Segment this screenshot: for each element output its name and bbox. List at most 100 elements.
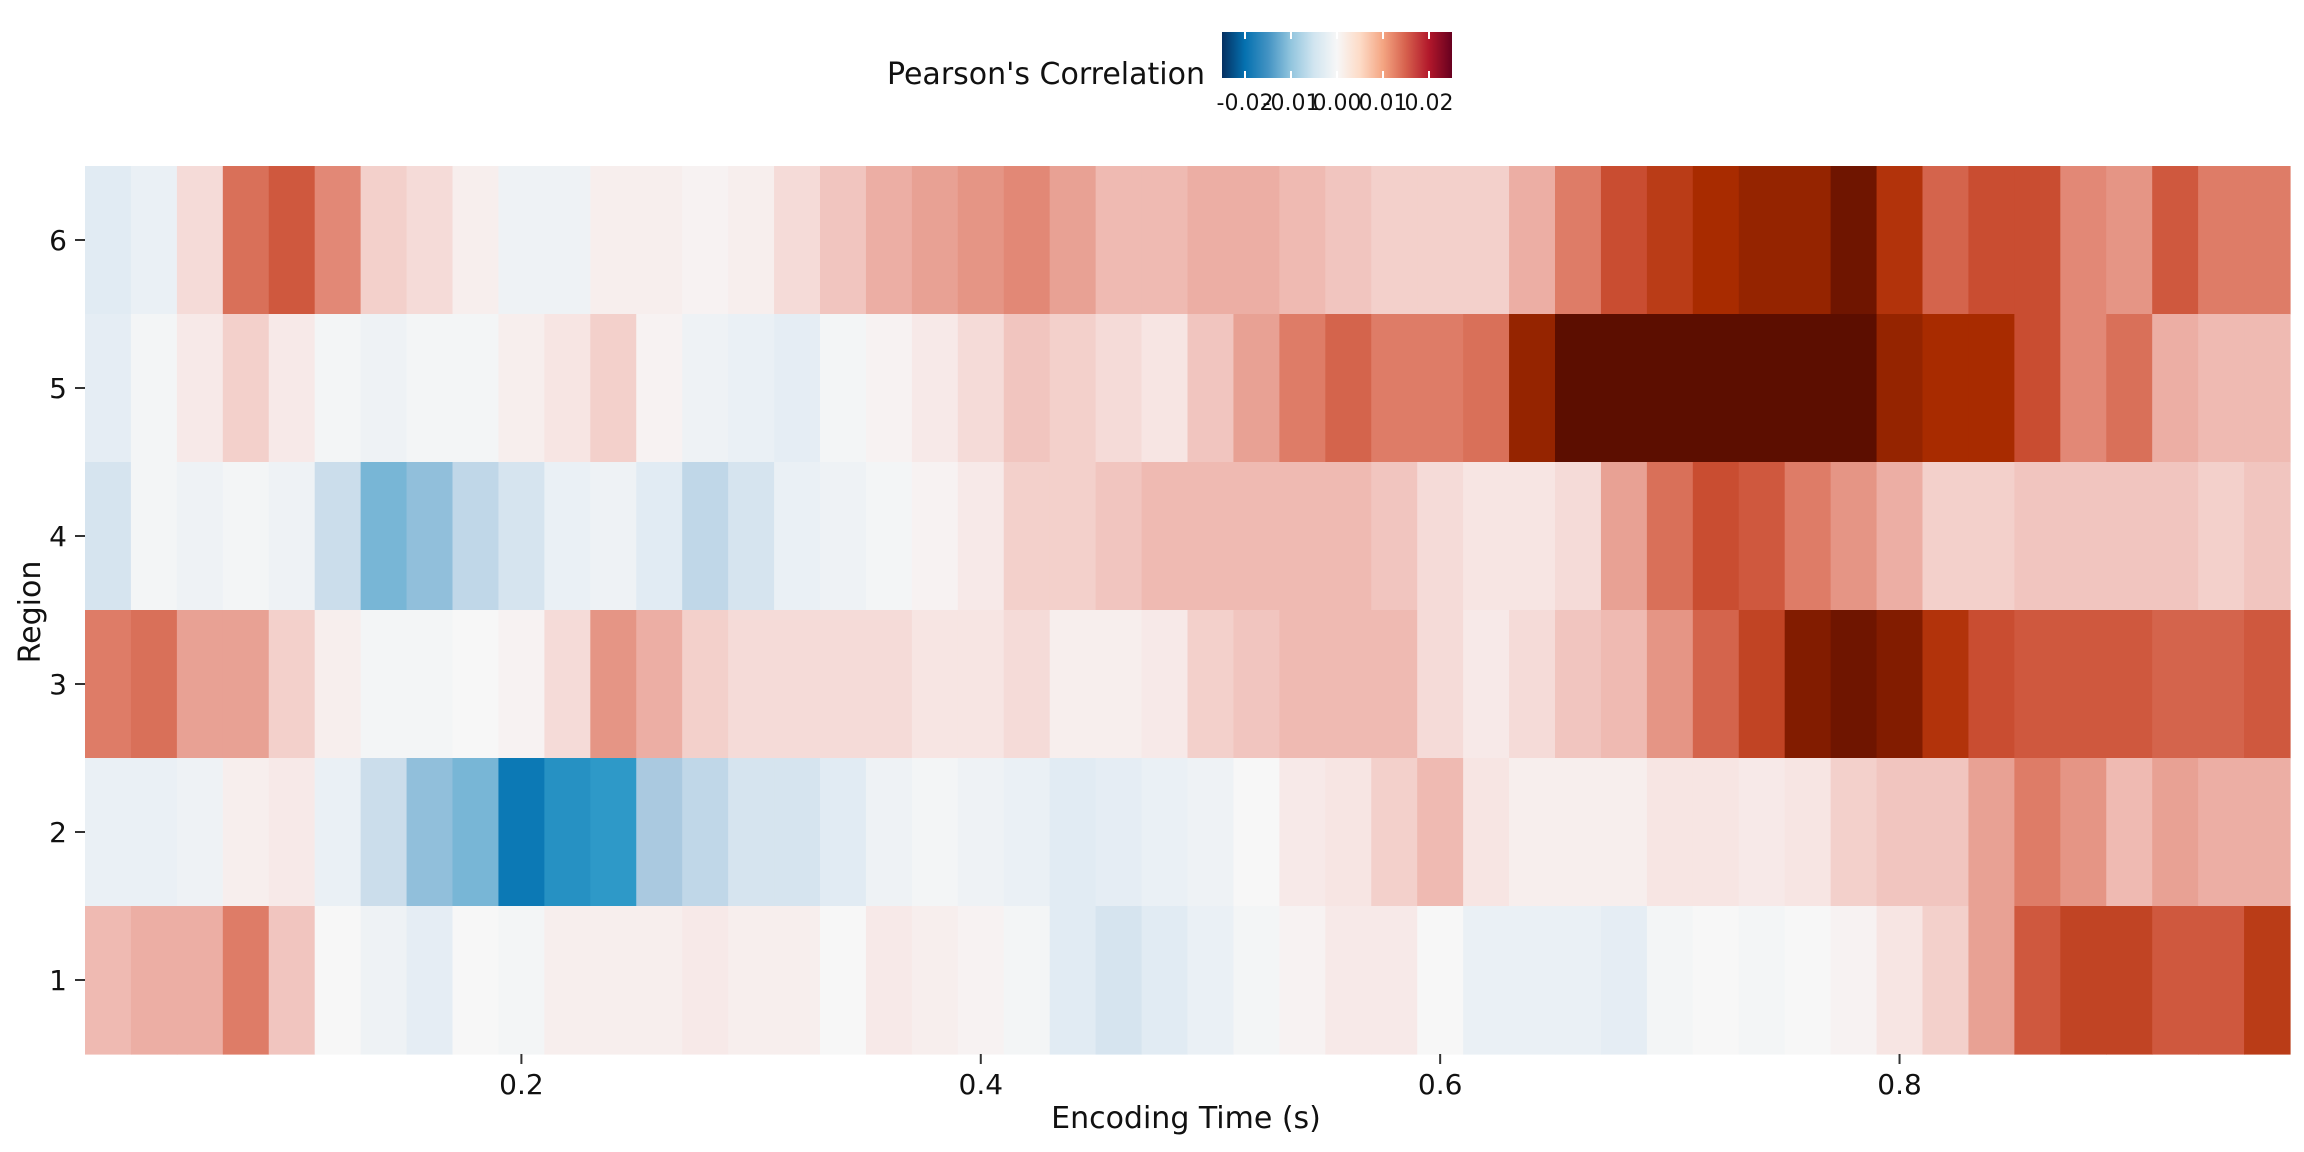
heatmap-cell-region-6-col-8: [406, 166, 454, 315]
heatmap-cell-region-1-col-38: [1784, 906, 1832, 1055]
heatmap-cell-region-6-col-26: [1233, 166, 1280, 315]
heatmap-cell-region-6-col-29: [1371, 166, 1418, 315]
heatmap-cell-region-6-col-32: [1509, 166, 1556, 315]
heatmap-cells: [85, 166, 2291, 1055]
heatmap-cell-region-2-col-29: [1371, 758, 1418, 907]
heatmap-cell-region-1-col-47: [2198, 906, 2245, 1055]
heatmap-cell-region-5-col-16: [774, 314, 821, 463]
heatmap-cell-region-3-col-29: [1371, 610, 1418, 759]
heatmap-cell-region-4-col-48: [2244, 462, 2291, 611]
heatmap-cell-region-1-col-20: [957, 906, 1005, 1055]
heatmap-cell-region-3-col-32: [1509, 610, 1556, 759]
heatmap-cell-region-5-col-5: [268, 314, 316, 463]
heatmap-cell-region-3-col-27: [1279, 610, 1326, 759]
heatmap-cell-region-5-col-1: [85, 314, 132, 463]
heatmap-cell-region-2-col-5: [268, 758, 316, 907]
heatmap-cell-region-5-col-25: [1187, 314, 1235, 463]
heatmap-cell-region-5-col-33: [1555, 314, 1602, 463]
heatmap-cell-region-5-col-28: [1325, 314, 1372, 463]
heatmap-cell-region-2-col-38: [1784, 758, 1832, 907]
heatmap-cell-region-5-col-20: [957, 314, 1005, 463]
heatmap-cell-region-4-col-21: [1003, 462, 1051, 611]
heatmap-cell-region-5-col-43: [2014, 314, 2061, 463]
heatmap-cell-region-4-col-6: [314, 462, 362, 611]
heatmap-cell-region-1-col-48: [2244, 906, 2291, 1055]
heatmap-cell-region-2-col-9: [452, 758, 500, 907]
heatmap-cell-region-5-col-4: [222, 314, 270, 463]
heatmap-cell-region-6-col-30: [1417, 166, 1464, 315]
heatmap-cell-region-5-col-21: [1003, 314, 1051, 463]
heatmap-cell-region-6-col-11: [544, 166, 591, 315]
heatmap-cell-region-3-col-33: [1555, 610, 1602, 759]
heatmap-cell-region-3-col-15: [728, 610, 775, 759]
heatmap-cell-region-2-col-28: [1325, 758, 1372, 907]
heatmap-cell-region-4-col-29: [1371, 462, 1418, 611]
heatmap-cell-region-5-col-31: [1463, 314, 1510, 463]
heatmap-cell-region-6-col-48: [2244, 166, 2291, 315]
heatmap-cell-region-6-col-2: [130, 166, 178, 315]
heatmap-cell-region-5-col-15: [728, 314, 775, 463]
heatmap-cell-region-2-col-18: [865, 758, 913, 907]
heatmap-cell-region-2-col-14: [682, 758, 729, 907]
heatmap-cell-region-4-col-43: [2014, 462, 2061, 611]
y-tick-label: 2: [49, 816, 67, 849]
heatmap-cell-region-4-col-39: [1830, 462, 1878, 611]
legend: Pearson's Correlation -0.02-0.010.000.01…: [887, 32, 1453, 116]
heatmap-cell-region-4-col-20: [957, 462, 1005, 611]
heatmap-cell-region-3-col-37: [1738, 610, 1786, 759]
heatmap-cell-region-1-col-27: [1279, 906, 1326, 1055]
heatmap-cell-region-1-col-10: [498, 906, 545, 1055]
legend-title: Pearson's Correlation: [887, 57, 1205, 92]
heatmap-cell-region-1-col-46: [2152, 906, 2199, 1055]
legend-tick-label: -0.02: [1217, 91, 1274, 116]
heatmap-cell-region-1-col-43: [2014, 906, 2061, 1055]
heatmap-cell-region-2-col-35: [1646, 758, 1694, 907]
heatmap-cell-region-3-col-38: [1784, 610, 1832, 759]
heatmap-cell-region-5-col-41: [1922, 314, 1970, 463]
heatmap-cell-region-6-col-19: [911, 166, 959, 315]
heatmap-cell-region-4-col-1: [85, 462, 132, 611]
heatmap-cell-region-2-col-2: [130, 758, 178, 907]
heatmap-cell-region-4-col-45: [2106, 462, 2153, 611]
heatmap-cell-region-2-col-23: [1095, 758, 1143, 907]
heatmap-cell-region-4-col-18: [865, 462, 913, 611]
heatmap-cell-region-4-col-22: [1049, 462, 1097, 611]
heatmap-cell-region-3-col-3: [176, 610, 224, 759]
heatmap-cell-region-4-col-31: [1463, 462, 1510, 611]
heatmap-cell-region-1-col-28: [1325, 906, 1372, 1055]
heatmap-cell-region-6-col-24: [1141, 166, 1189, 315]
heatmap-cell-region-4-col-2: [130, 462, 178, 611]
heatmap-cell-region-1-col-9: [452, 906, 500, 1055]
heatmap-cell-region-3-col-31: [1463, 610, 1510, 759]
heatmap-cell-region-2-col-25: [1187, 758, 1235, 907]
heatmap-cell-region-5-col-13: [636, 314, 683, 463]
heatmap-cell-region-5-col-12: [590, 314, 637, 463]
heatmap-cell-region-6-col-45: [2106, 166, 2153, 315]
heatmap-cell-region-4-col-3: [176, 462, 224, 611]
heatmap-cell-region-3-col-28: [1325, 610, 1372, 759]
heatmap-cell-region-5-col-11: [544, 314, 591, 463]
heatmap-cell-region-3-col-10: [498, 610, 545, 759]
heatmap-cell-region-1-col-33: [1555, 906, 1602, 1055]
heatmap-cell-region-2-col-10: [498, 758, 545, 907]
heatmap-cell-region-5-col-47: [2198, 314, 2245, 463]
heatmap-cell-region-4-col-46: [2152, 462, 2199, 611]
heatmap-cell-region-1-col-13: [636, 906, 683, 1055]
heatmap-cell-region-5-col-46: [2152, 314, 2199, 463]
heatmap-cell-region-5-col-3: [176, 314, 224, 463]
heatmap-cell-region-3-col-46: [2152, 610, 2199, 759]
heatmap-cell-region-5-col-9: [452, 314, 500, 463]
heatmap-cell-region-4-col-5: [268, 462, 316, 611]
heatmap-cell-region-4-col-27: [1279, 462, 1326, 611]
heatmap-cell-region-3-col-12: [590, 610, 637, 759]
heatmap-cell-region-5-col-22: [1049, 314, 1097, 463]
heatmap-cell-region-3-col-22: [1049, 610, 1097, 759]
heatmap-cell-region-3-col-23: [1095, 610, 1143, 759]
heatmap-cell-region-2-col-3: [176, 758, 224, 907]
heatmap-cell-region-1-col-36: [1692, 906, 1740, 1055]
heatmap-cell-region-5-col-17: [820, 314, 867, 463]
heatmap-cell-region-5-col-48: [2244, 314, 2291, 463]
heatmap-cell-region-2-col-27: [1279, 758, 1326, 907]
heatmap-cell-region-5-col-30: [1417, 314, 1464, 463]
y-tick-label: 3: [49, 668, 67, 701]
